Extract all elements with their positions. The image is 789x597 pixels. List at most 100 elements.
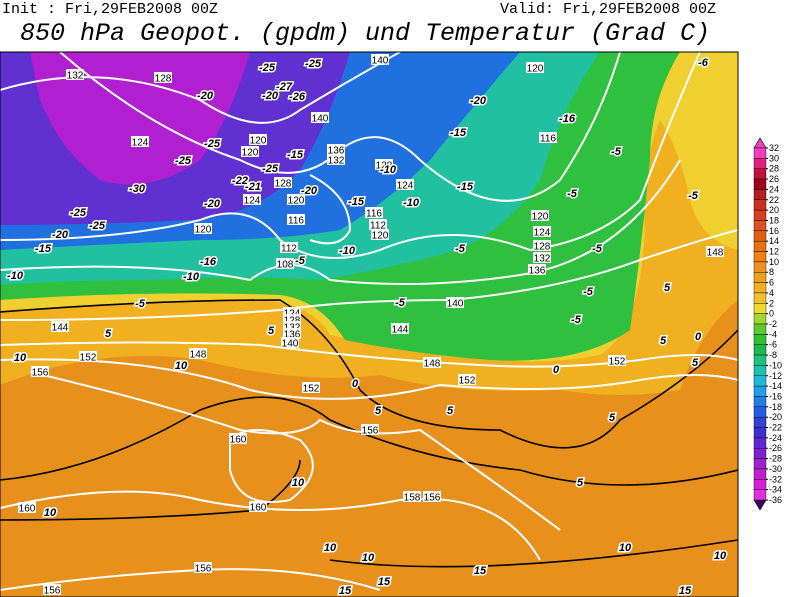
isohypse — [59, 52, 621, 202]
geopotential-label: 124 — [244, 196, 261, 207]
colorbar-label: 12 — [769, 247, 779, 257]
isohypse — [29, 371, 561, 531]
label-box — [283, 328, 301, 339]
temperature-label: 15 — [679, 585, 692, 597]
temperature-label: -25 — [204, 138, 221, 150]
colorbar-label: -34 — [769, 485, 782, 495]
colorbar-cell — [753, 240, 767, 252]
colorbar-label: -22 — [769, 423, 782, 433]
temperature-label: 10 — [714, 550, 727, 562]
geopotential-label: 148 — [190, 350, 207, 361]
label-box — [391, 323, 409, 334]
colorbar-label: -6 — [769, 340, 777, 350]
colorbar-cell — [753, 303, 767, 314]
label-box — [43, 584, 61, 595]
colorbar-cell — [753, 178, 767, 190]
geopotential-label: 156 — [424, 493, 441, 504]
colorbar-cell — [753, 251, 767, 263]
temperature-label: 5 — [692, 357, 699, 369]
geopotential-label: 156 — [32, 368, 49, 379]
colorbar-label: 28 — [769, 164, 779, 174]
geopotential-label: 152 — [303, 384, 320, 395]
label-box — [79, 351, 97, 362]
label-box — [423, 491, 441, 502]
temperature-label: -25 — [305, 58, 322, 70]
temperature-label: 10 — [44, 507, 57, 519]
colorbar-cell — [753, 406, 767, 418]
temperature-label: 5 — [268, 325, 275, 337]
temperature-label: -5 — [395, 297, 406, 309]
geopotential-label: 156 — [362, 426, 379, 437]
geopotential-label: 120 — [250, 136, 267, 147]
geopotential-label: 152 — [609, 357, 626, 368]
colorbar-label: 16 — [769, 226, 779, 236]
label-box — [281, 337, 299, 348]
geopotential-label: 120 — [195, 225, 212, 236]
colorbar-cell — [753, 272, 767, 283]
label-box — [154, 72, 172, 83]
temperature-label: 10 — [362, 552, 375, 564]
geopotential-label: 144 — [52, 323, 69, 334]
label-box — [229, 433, 247, 444]
geopotential-label: 132 — [534, 254, 551, 265]
geopotential-label: 128 — [155, 74, 172, 85]
isohypse — [309, 174, 352, 245]
colorbar-cell — [753, 396, 767, 408]
colorbar-label: 4 — [769, 288, 774, 298]
colorbar-cell — [753, 334, 767, 345]
colorbar-cell — [753, 385, 767, 397]
isohypse — [0, 490, 541, 561]
colorbar-cell — [753, 282, 767, 294]
geopotential-label: 128 — [275, 179, 292, 190]
temperature-label: 5 — [577, 477, 584, 489]
geopotential-label: 116 — [540, 134, 556, 145]
temperature-label: 15 — [339, 585, 352, 597]
label-box — [396, 179, 414, 190]
label-box — [302, 382, 320, 393]
colorbar-cell — [753, 468, 767, 480]
temperature-label: -5 — [611, 146, 622, 158]
colorbar-cell — [753, 479, 767, 490]
label-box — [18, 502, 36, 513]
temperature-label: -20 — [204, 198, 221, 210]
temperature-label: -5 — [567, 188, 578, 200]
temperature-label: 5 — [105, 328, 112, 340]
temperature-label: -6 — [698, 57, 709, 69]
colorbar-label: -2 — [769, 319, 777, 329]
label-box — [706, 246, 724, 257]
map-frame — [0, 51, 739, 597]
temperature-label: -5 — [135, 298, 146, 310]
map-title: 850 hPa Geopot. (gpdm) und Temperatur (G… — [20, 19, 710, 48]
temperature-label: -10 — [183, 271, 200, 283]
temperature-label: -25 — [89, 220, 106, 232]
geopotential-label: 120 — [288, 196, 305, 207]
label-box — [446, 297, 464, 308]
temperature-label: 10 — [619, 542, 632, 554]
colorbar-label: -30 — [769, 464, 782, 474]
temperature-label: -16 — [200, 256, 217, 268]
geopotential-label: 136 — [529, 266, 546, 277]
geopotential-label: 140 — [312, 114, 329, 125]
temperature-label: -10 — [403, 197, 420, 209]
temperature-label: 10 — [324, 542, 337, 554]
temperature-label: -10 — [7, 270, 24, 282]
label-box — [243, 194, 261, 205]
label-box — [533, 226, 551, 237]
colorbar-label: 24 — [769, 184, 779, 194]
temperature-label: -5 — [295, 255, 306, 267]
label-box — [283, 307, 301, 318]
colorbar-cell — [753, 189, 767, 200]
label-box — [327, 154, 345, 165]
label-box — [533, 252, 551, 263]
geopotential-label: 160 — [230, 435, 247, 446]
colorbar-cell — [753, 489, 767, 501]
temperature-label: -21 — [245, 181, 261, 193]
colorbar-cell — [753, 416, 767, 428]
geopotential-label: 120 — [532, 212, 549, 223]
temperature-label: -27 — [276, 81, 293, 93]
label-box — [194, 223, 212, 234]
geopotential-label: 160 — [250, 503, 267, 514]
colorbar-cell — [753, 375, 767, 387]
